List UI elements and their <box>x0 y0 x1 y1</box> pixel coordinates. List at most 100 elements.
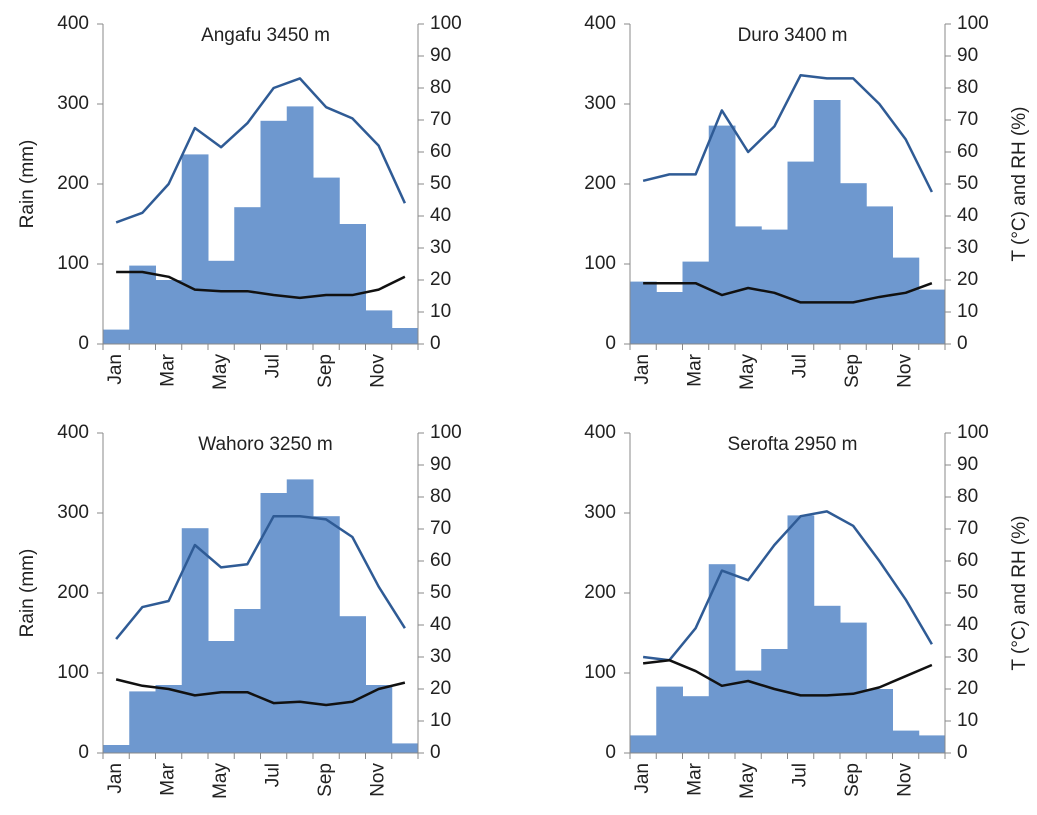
y-tick-label: 200 <box>57 173 89 194</box>
y-tick-label: 100 <box>57 253 89 274</box>
y-tick-label: 100 <box>584 662 616 683</box>
x-tick-label: Jan <box>632 354 653 385</box>
bar <box>208 641 235 753</box>
x-tick-label: Nov <box>895 354 916 388</box>
subplot: 0 100 200 300 400 0 10 20 30 40 50 60 70 80 90 100 Jan Ma… <box>584 13 1030 390</box>
y-tick-label: 200 <box>57 582 89 603</box>
bar <box>260 493 288 753</box>
y-tick-label: 200 <box>584 582 616 603</box>
y2-tick-label: 50 <box>430 582 451 603</box>
line <box>115 678 406 707</box>
y-tick-label: 0 <box>605 333 616 354</box>
x-tick-label: Jul <box>790 763 811 787</box>
bar <box>339 224 366 344</box>
y2-tick-label: 10 <box>957 710 978 731</box>
x-tick-label: Sep <box>842 763 863 797</box>
bar <box>155 280 183 344</box>
bar <box>761 649 788 753</box>
y2-tick-label: 40 <box>430 205 451 226</box>
bar <box>761 229 788 344</box>
chart-title: Duro 3400 m <box>738 25 848 46</box>
y2-tick-label: 70 <box>430 518 451 539</box>
bar <box>286 106 314 345</box>
bar <box>787 515 815 753</box>
y-axis-label: Rain (mm) <box>17 140 38 229</box>
line <box>642 73 933 193</box>
y2-tick-label: 10 <box>430 710 451 731</box>
x-tick-label: Sep <box>315 763 336 797</box>
y2-tick-label: 80 <box>957 77 978 98</box>
y-tick-label: 400 <box>584 422 616 443</box>
bar <box>708 564 736 753</box>
y2-tick-label: 30 <box>957 237 978 258</box>
x-tick-label: Nov <box>368 354 389 388</box>
bar <box>708 125 736 344</box>
x-tick-label: Mar <box>685 353 706 386</box>
y2-tick-label: 20 <box>430 269 451 290</box>
y-tick-label: 400 <box>57 13 89 34</box>
bar <box>630 735 657 753</box>
bar <box>339 616 366 753</box>
bar <box>682 261 710 344</box>
x-tick-label: May <box>737 763 758 799</box>
y2-tick-label: 80 <box>957 486 978 507</box>
x-tick-label: Mar <box>685 762 706 795</box>
y2-axis-label: T (°C) and RH (%) <box>1009 515 1030 670</box>
y2-tick-label: 90 <box>430 454 451 475</box>
y2-tick-label: 60 <box>430 141 451 162</box>
bar <box>234 609 261 753</box>
bar <box>129 265 156 344</box>
y2-tick-label: 10 <box>430 301 451 322</box>
x-tick-label: Mar <box>158 762 179 795</box>
bar <box>918 289 946 344</box>
line <box>116 270 406 300</box>
bar <box>208 260 235 344</box>
x-tick-label: May <box>210 354 231 390</box>
bar <box>313 177 340 344</box>
bar <box>391 328 419 344</box>
bar <box>234 207 261 344</box>
y2-tick-label: 100 <box>430 13 462 34</box>
x-tick-label: Jan <box>632 763 653 794</box>
bar <box>787 161 815 344</box>
bar <box>918 735 946 753</box>
line <box>115 514 406 640</box>
y-tick-label: 0 <box>78 333 89 354</box>
y2-tick-label: 30 <box>430 646 451 667</box>
x-tick-label: Jul <box>263 763 284 787</box>
subplot: 0 100 200 300 400 0 10 20 30 40 50 60 70 80 90 100 Jan Ma… <box>17 13 462 390</box>
y2-tick-label: 20 <box>957 269 978 290</box>
y2-tick-label: 20 <box>430 678 451 699</box>
bar <box>286 479 314 753</box>
subplot: 0 100 200 300 400 0 10 20 30 40 50 60 70 80 90 100 Jan Ma… <box>17 422 462 799</box>
y2-tick-label: 90 <box>957 45 978 66</box>
x-tick-label: Jul <box>790 354 811 378</box>
bar <box>813 100 841 344</box>
y2-tick-label: 100 <box>957 422 989 443</box>
y2-tick-label: 50 <box>957 173 978 194</box>
bar <box>103 329 130 344</box>
line <box>642 510 933 662</box>
bar <box>840 183 867 344</box>
bar <box>365 685 393 753</box>
y-tick-label: 300 <box>584 93 616 114</box>
y2-tick-label: 100 <box>430 422 462 443</box>
y2-axis-label: T (°C) and RH (%) <box>1009 106 1030 261</box>
bar <box>129 691 156 753</box>
x-tick-label: Jan <box>105 354 126 385</box>
y2-tick-label: 90 <box>957 454 978 475</box>
bar <box>866 689 893 753</box>
x-tick-label: Jul <box>263 354 284 378</box>
y2-tick-label: 100 <box>957 13 989 34</box>
y-tick-label: 0 <box>605 742 616 763</box>
y2-tick-label: 80 <box>430 77 451 98</box>
bar <box>391 743 419 753</box>
y2-tick-label: 70 <box>957 518 978 539</box>
x-tick-label: May <box>210 763 231 799</box>
x-tick-label: Nov <box>895 763 916 797</box>
y2-tick-label: 40 <box>957 614 978 635</box>
y2-tick-label: 10 <box>957 301 978 322</box>
bar <box>735 226 762 344</box>
x-tick-label: Sep <box>315 354 336 388</box>
